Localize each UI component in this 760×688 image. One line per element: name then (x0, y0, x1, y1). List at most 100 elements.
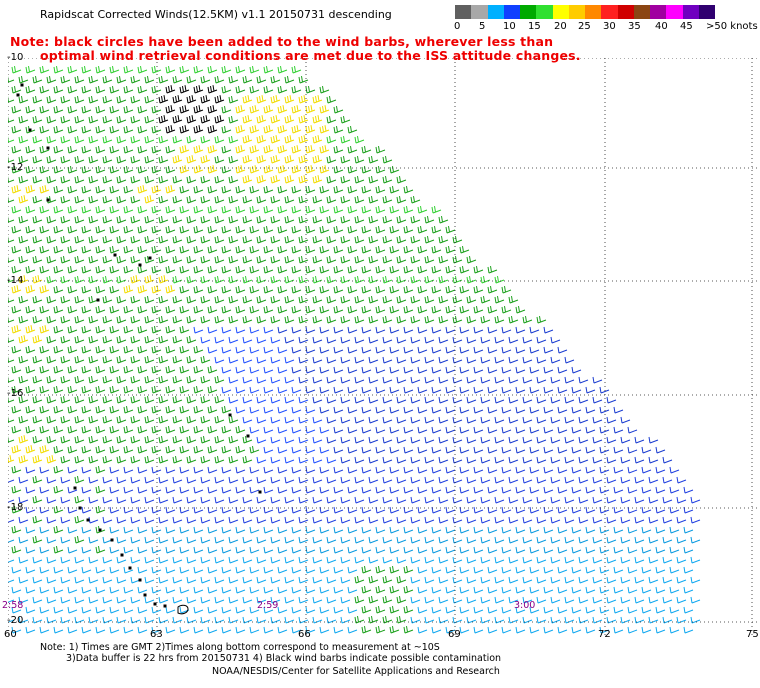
wind-barb (116, 376, 127, 384)
wind-barb (354, 216, 365, 224)
wind-barb (207, 326, 218, 334)
wind-barb (158, 556, 169, 564)
wind-barb (564, 416, 575, 424)
wind-barb (270, 115, 281, 124)
wind-barb (438, 576, 449, 584)
wind-barb (186, 276, 197, 284)
wind-barb (564, 376, 575, 384)
wind-barb (102, 116, 113, 124)
wind-barb (375, 486, 386, 494)
wind-barb (235, 86, 246, 94)
wind-barb (8, 396, 15, 403)
wind-barb (235, 206, 246, 214)
wind-barb (151, 106, 162, 114)
wind-barb (368, 176, 379, 184)
wind-barb (144, 256, 155, 264)
wind-barb (501, 626, 512, 634)
wind-barb (172, 356, 183, 364)
wind-barb (158, 576, 169, 584)
wind-barb (123, 166, 134, 174)
wind-barb (424, 376, 435, 384)
wind-barb (18, 536, 29, 544)
wind-barb (487, 486, 498, 494)
wind-barb (88, 356, 99, 364)
wind-barb (123, 466, 134, 474)
wind-barb (333, 266, 344, 274)
wind-barb (473, 346, 484, 354)
wind-barb (403, 326, 414, 334)
wind-barb (137, 66, 148, 74)
wind-barb (347, 426, 358, 434)
wind-barb (277, 66, 288, 74)
wind-barb (256, 216, 267, 224)
wind-barb (165, 626, 176, 634)
wind-barb (116, 236, 127, 244)
wind-barb (417, 306, 428, 314)
wind-barb (564, 536, 575, 544)
wind-barb (116, 216, 127, 224)
contamination-marker (138, 578, 142, 582)
wind-barb (368, 556, 379, 564)
colorbar-swatch (455, 5, 472, 19)
wind-barb (81, 166, 92, 174)
wind-barb (8, 96, 15, 103)
wind-barb (165, 326, 176, 334)
wind-barb (417, 526, 428, 534)
colorbar-label: 25 (578, 21, 591, 32)
wind-barb (361, 506, 372, 514)
wind-barb (291, 386, 302, 394)
wind-barb (438, 276, 449, 284)
wind-barb (32, 116, 43, 124)
wind-barb (207, 566, 218, 574)
wind-barb (116, 116, 127, 124)
wind-barb (340, 396, 351, 404)
wind-barb (221, 226, 232, 234)
wind-barb (543, 606, 554, 614)
wind-barb (46, 455, 57, 464)
wind-barb (417, 366, 428, 374)
wind-barb (242, 436, 253, 444)
wind-barb (543, 346, 554, 354)
wind-barb (431, 566, 442, 574)
wind-barb (627, 486, 638, 494)
wind-barb (340, 476, 351, 484)
wind-barb (123, 346, 134, 354)
wind-barb (214, 76, 225, 84)
wind-barb (207, 286, 218, 294)
wind-barb (32, 496, 43, 504)
wind-barb (438, 556, 449, 564)
wind-barb (368, 456, 379, 464)
wind-barb (263, 626, 274, 634)
wind-barb (158, 436, 169, 444)
wind-barb (648, 556, 659, 564)
wind-barb (354, 296, 365, 304)
wind-barb (375, 286, 386, 294)
wind-barb (648, 436, 659, 444)
wind-barb (172, 416, 183, 424)
wind-barb (326, 336, 337, 344)
wind-barb (8, 499, 15, 503)
wind-barb (298, 396, 309, 404)
wind-barb (123, 326, 134, 334)
wind-barb (333, 426, 344, 434)
wind-barb (60, 416, 71, 424)
wind-barb (564, 356, 575, 364)
wind-barb (543, 526, 554, 534)
wind-barb (578, 416, 589, 424)
wind-barb (60, 476, 71, 484)
wind-barb (494, 516, 505, 524)
wind-barb (18, 256, 29, 264)
wind-barb (144, 456, 155, 464)
wind-barb (235, 586, 246, 594)
wind-barb (228, 456, 239, 464)
lat-label-20s: -20 (7, 615, 24, 626)
wind-barb (137, 526, 148, 534)
wind-barb (298, 376, 309, 384)
wind-barb (480, 316, 491, 324)
wind-barb (648, 596, 659, 604)
wind-barb (193, 125, 204, 134)
wind-barb (53, 226, 64, 234)
wind-barb (403, 266, 414, 274)
wind-barb (410, 416, 421, 424)
wind-barb (158, 115, 169, 124)
